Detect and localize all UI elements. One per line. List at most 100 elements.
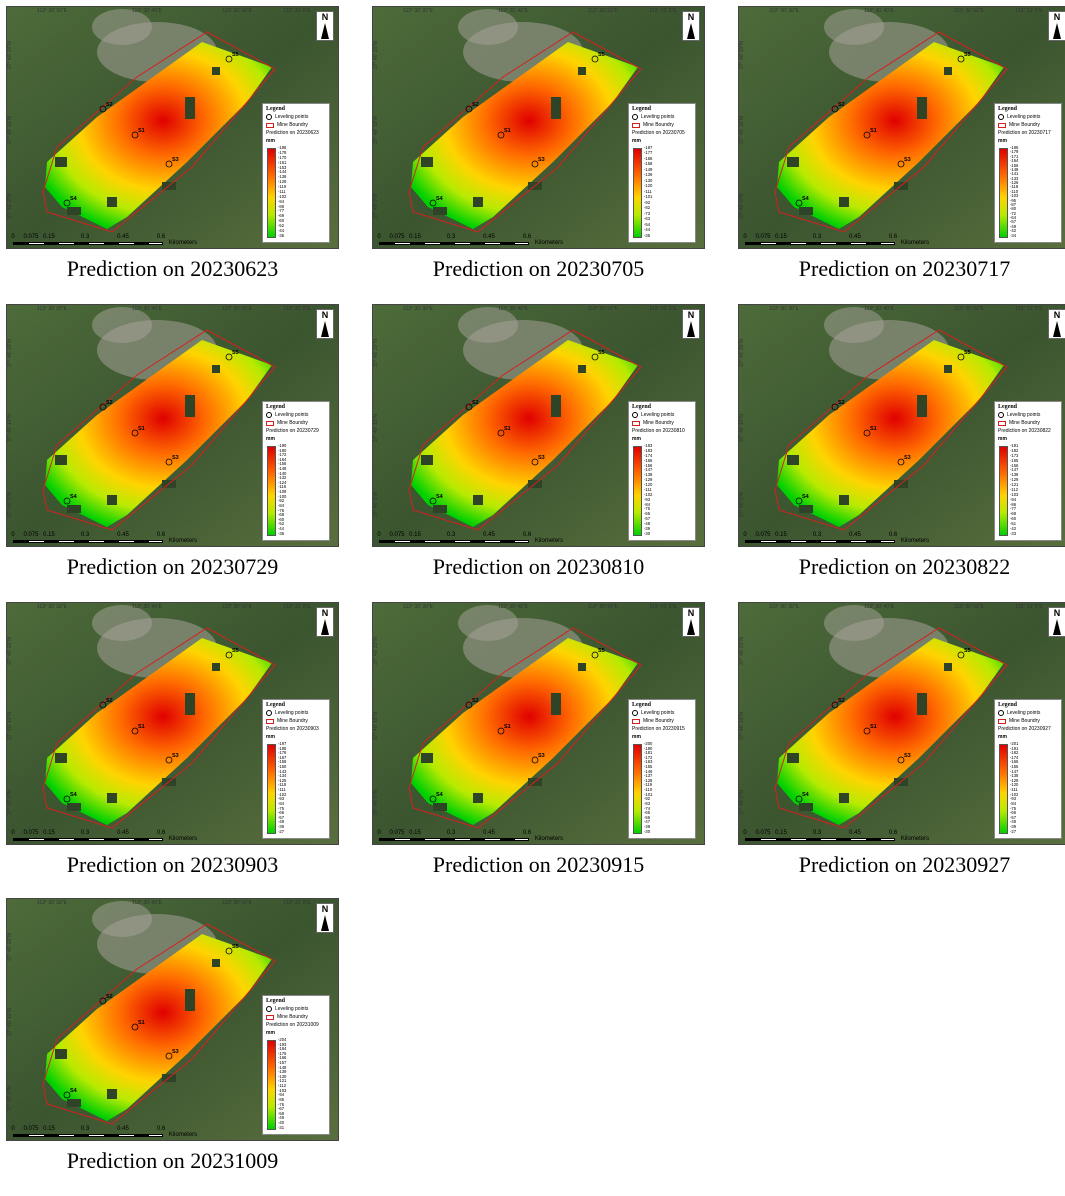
mine-boundary [42, 329, 276, 531]
legend-tick-label: -140 [278, 470, 287, 476]
subsidence-field [411, 638, 638, 825]
map-legend: Legend Leveling points Mine Boundry Predict… [994, 401, 1062, 541]
north-arrow-icon: N [1048, 607, 1065, 637]
scale-unit: Kilometers [900, 538, 930, 544]
scale-label: 0.45 [483, 532, 495, 538]
leveling-point-marker [465, 105, 473, 113]
scale-unit: Kilometers [534, 538, 564, 544]
scale-label: 0.6 [888, 532, 898, 538]
legend-tick-label: -141 [1010, 171, 1019, 177]
legend-tick-label: -84 [1010, 800, 1017, 806]
legend-tick-label: -93 [278, 796, 285, 802]
longitude-label: 113° 30' 50"E [588, 8, 618, 14]
legend-point-label: Leveling points [275, 114, 309, 120]
leveling-point-label: S1 [138, 128, 145, 134]
mine-boundary [408, 627, 642, 829]
legend-tick-label: -69 [278, 213, 285, 219]
scale-label: 0.3 [446, 532, 456, 538]
latitude-label: 37° 40' 20"N [739, 339, 745, 367]
longitude-label: 113° 30' 30"E [403, 604, 433, 610]
no-data-block [917, 97, 927, 119]
legend-row: Leveling points [632, 114, 692, 120]
scale-label: 0.15 [43, 234, 55, 240]
legend-tick-label: -137 [644, 773, 653, 779]
leveling-point-label: S5 [232, 944, 239, 950]
arrow-icon [321, 23, 329, 39]
legend-tick-label: -155 [644, 764, 653, 770]
scale-label: 0.45 [117, 234, 129, 240]
legend-tick-label: -42 [1010, 525, 1017, 531]
legend-tick-label: -176 [278, 750, 287, 756]
mine-boundary [774, 627, 1008, 829]
latitude-label: 37° 40' 20"N [739, 41, 745, 69]
no-data-block [433, 505, 447, 513]
scale-label: 0.3 [80, 234, 90, 240]
satellite-map: S1 S2 S3 S4 S5 113° 30' 30"E 113° 30' 40"E 113°… [372, 304, 705, 547]
no-data-block [185, 395, 195, 417]
latitude-label: 37° 40' 20"N [7, 339, 13, 367]
leveling-point-label: S1 [870, 426, 877, 432]
scale-label: 0.15 [775, 532, 787, 538]
no-data-block [839, 495, 849, 505]
leveling-point-marker [63, 795, 71, 803]
legend-prediction-label: Prediction on 20230822 [998, 428, 1051, 434]
no-data-block [67, 505, 81, 513]
legend-point-label: Leveling points [641, 710, 675, 716]
panel-caption: Prediction on 20230705 [432, 256, 645, 281]
legend-unit: mm [266, 436, 275, 442]
leveling-point-marker [225, 651, 233, 659]
arrow-icon [1053, 619, 1061, 635]
leveling-point-label: S3 [904, 157, 911, 163]
longitude-label: 113° 30' 30"E [37, 900, 67, 906]
latitude-label: 37° 40' 10"N [373, 116, 379, 144]
leveling-point-icon [998, 114, 1004, 120]
legend-tick-label: -93 [644, 496, 651, 502]
latitude-label: 37° 40' 0"N [373, 491, 379, 517]
no-data-block [433, 803, 447, 811]
leveling-point-label: S5 [598, 648, 605, 654]
urban-area [824, 9, 884, 45]
leveling-point-label: S5 [232, 350, 239, 356]
legend-row: Mine Boundry [266, 420, 326, 426]
north-arrow-icon: N [316, 607, 334, 637]
longitude-label: 113° 30' 50"E [222, 306, 252, 312]
scale-unit: Kilometers [168, 538, 198, 544]
legend-tick-label: -35 [278, 232, 285, 238]
legend-boundary-label: Mine Boundry [643, 122, 674, 128]
legend-tick-label: -51 [1010, 521, 1017, 526]
scale-unit: Kilometers [534, 836, 564, 842]
legend-tick-label: -52 [278, 223, 285, 228]
leveling-point-label: S1 [504, 724, 511, 730]
urban-area [92, 901, 152, 937]
north-label: N [1053, 608, 1061, 618]
leveling-point-label: S4 [802, 792, 810, 798]
legend-tick-label: -95 [1010, 197, 1017, 203]
legend-tick-label: -174 [644, 452, 653, 458]
leveling-point-marker [131, 131, 139, 139]
satellite-map: S1 S2 S3 S4 S5 113° 30' 30"E 113° 30' 40"E 113°… [372, 6, 705, 249]
leveling-point-label: S1 [504, 128, 511, 134]
legend-tick-label: -111 [644, 188, 652, 194]
legend-tick-label: -147 [1010, 768, 1019, 774]
legend-tick-label: -165 [1010, 457, 1019, 463]
legend-tick-label: -161 [278, 159, 287, 165]
no-data-block [578, 365, 586, 373]
latitude-label: 37° 40' 0"N [739, 193, 745, 219]
scale-label: 0.15 [409, 234, 421, 240]
subsidence-field [45, 340, 272, 527]
legend-row: Mine Boundry [266, 1014, 326, 1020]
mine-boundary [774, 329, 1008, 531]
mine-boundary [774, 31, 1008, 233]
longitude-label: 113° 30' 50"E [954, 604, 984, 610]
legend-tick-label: -92 [644, 796, 651, 802]
scale-label: 0.075 [23, 830, 39, 836]
legend-point-label: Leveling points [275, 412, 309, 418]
leveling-point-label: S1 [504, 426, 511, 432]
legend-tick-label: -86 [278, 203, 285, 209]
map-panel: S1 S2 S3 S4 S5 113° 30' 30"E 113° 30' 40"E 113°… [738, 304, 1065, 602]
leveling-point-marker [795, 199, 803, 207]
legend-tick-label: -130 [278, 1073, 287, 1079]
legend-unit: mm [632, 138, 641, 144]
leveling-point-marker [131, 429, 139, 437]
leveling-point-marker [863, 429, 871, 437]
